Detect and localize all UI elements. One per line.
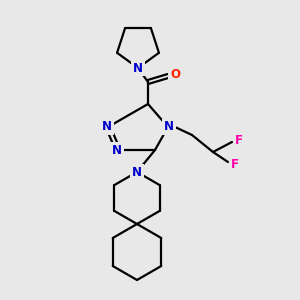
- Text: N: N: [164, 121, 174, 134]
- Text: F: F: [231, 158, 239, 170]
- Text: N: N: [132, 166, 142, 178]
- Text: N: N: [112, 143, 122, 157]
- Text: O: O: [170, 68, 180, 82]
- Text: F: F: [235, 134, 243, 146]
- Text: N: N: [102, 121, 112, 134]
- Text: N: N: [133, 61, 143, 74]
